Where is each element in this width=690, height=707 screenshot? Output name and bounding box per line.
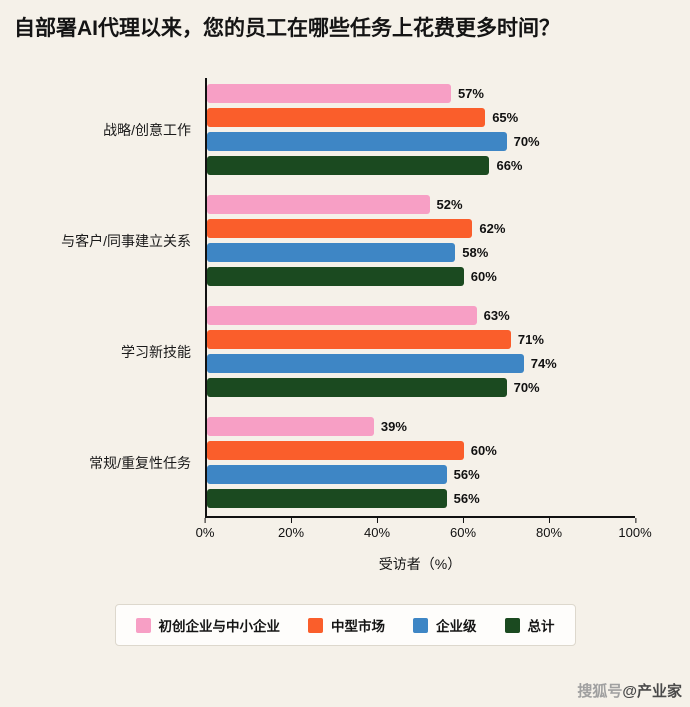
legend-swatch (413, 617, 428, 633)
bar-row: 58% (207, 243, 635, 263)
bar-row: 71% (207, 330, 635, 350)
bar (207, 156, 490, 176)
x-tick-label: 100% (618, 518, 652, 541)
bar-row: 62% (207, 219, 635, 239)
bar-value-label: 57% (457, 86, 484, 102)
bar-row: 57% (207, 84, 635, 104)
legend-label: 初创企业与中小企业 (158, 619, 281, 635)
bar-row: 60% (207, 267, 635, 287)
bar-group: 52% 62% 58% 60% (207, 195, 635, 287)
legend-item: 企业级 (413, 615, 477, 635)
bar-value-label: 56% (453, 491, 480, 507)
bar (207, 132, 507, 152)
bar (207, 465, 447, 485)
legend-swatch (504, 617, 520, 633)
legend-swatch (135, 617, 151, 633)
bar-chart: 战略/创意工作与客户/同事建立关系学习新技能常规/重复性任务 57% 65% 70%… (0, 78, 690, 647)
legend-label: 企业级 (436, 619, 477, 635)
bar (207, 354, 524, 374)
bar-row: 60% (207, 441, 635, 461)
legend-item: 总计 (504, 615, 555, 635)
bar-value-label: 66% (496, 158, 523, 174)
bar (207, 243, 456, 263)
category-label: 战略/创意工作 (103, 121, 191, 138)
x-tick-label: 60% (449, 518, 477, 541)
watermark-handle: @产业家 (622, 683, 682, 700)
bar-group: 63% 71% 74% 70% (207, 306, 635, 398)
x-axis-title: 受访者（%） (378, 556, 462, 573)
legend-item: 初创企业与中小企业 (135, 615, 281, 635)
bar-row: 65% (207, 108, 635, 128)
bar-group: 57% 65% 70% 66% (207, 84, 635, 176)
page-title: 自部署AI代理以来，您的员工在哪些任务上花费更多时间？ (14, 17, 560, 40)
bar-value-label: 58% (462, 245, 489, 261)
bar-value-label: 56% (453, 467, 480, 483)
bar-row: 74% (207, 354, 635, 374)
bar (207, 330, 511, 350)
bar-value-label: 71% (517, 332, 544, 348)
bar-value-label: 62% (479, 221, 506, 237)
bar (207, 378, 507, 398)
bar-value-label: 70% (513, 134, 540, 150)
bar-value-label: 63% (483, 308, 510, 324)
bar (207, 306, 477, 326)
legend: 初创企业与中小企业 中型市场 企业级 总计 (114, 604, 576, 647)
bar (207, 108, 486, 128)
bar-row: 66% (207, 156, 635, 176)
bar-row: 70% (207, 132, 635, 152)
bar (207, 417, 374, 437)
legend-label: 总计 (527, 619, 555, 635)
bar-row: 56% (207, 489, 635, 509)
bar-row: 39% (207, 417, 635, 437)
category-label: 常规/重复性任务 (89, 454, 191, 471)
bar-row: 63% (207, 306, 635, 326)
watermark: 搜狐号@产业家 (577, 680, 682, 701)
x-tick-label: 20% (277, 518, 305, 541)
bar-row: 56% (207, 465, 635, 485)
bar-value-label: 74% (530, 356, 557, 372)
bar (207, 84, 451, 104)
x-tick-label: 0% (195, 518, 215, 541)
category-labels: 战略/创意工作与客户/同事建立关系学习新技能常规/重复性任务 (0, 78, 205, 518)
x-axis-ticks: 0% 20% 40% 60% 80% 100% (196, 518, 652, 542)
x-tick-label: 80% (535, 518, 563, 541)
category-label: 与客户/同事建立关系 (61, 232, 191, 249)
legend-swatch (308, 617, 323, 633)
category-label: 学习新技能 (121, 343, 191, 360)
bar-value-label: 60% (470, 443, 497, 459)
bar-value-label: 60% (470, 269, 497, 285)
bar-row: 52% (207, 195, 635, 215)
bar-group: 39% 60% 56% 56% (207, 417, 635, 509)
bar (207, 267, 464, 287)
x-tick-label: 40% (363, 518, 391, 541)
legend-item: 中型市场 (308, 615, 385, 635)
bar-value-label: 39% (380, 419, 407, 435)
bar (207, 195, 430, 215)
bar (207, 219, 473, 239)
bar-row: 70% (207, 378, 635, 398)
watermark-source: 搜狐号 (577, 683, 623, 700)
bar (207, 489, 447, 509)
legend-label: 中型市场 (331, 619, 385, 635)
plot-area: 57% 65% 70% 66% 52% 62% 58% 60% 63% 71% 74% 70% 39% 6… (205, 78, 635, 519)
bar-value-label: 52% (436, 197, 463, 213)
bar-value-label: 65% (492, 110, 519, 126)
bar (207, 441, 464, 461)
bar-value-label: 70% (513, 380, 540, 396)
